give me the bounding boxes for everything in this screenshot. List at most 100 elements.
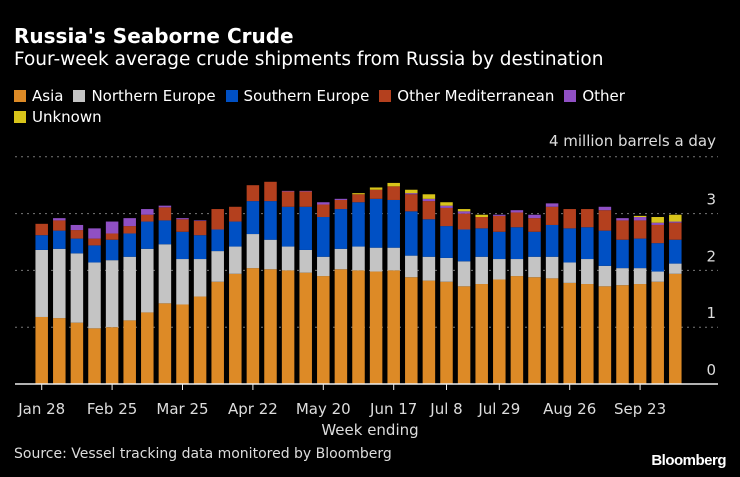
- bar-segment-other-mediterranean: [70, 230, 84, 239]
- bar-segment-other: [669, 221, 682, 223]
- bar-segment-northern-europe: [633, 268, 647, 285]
- unit-label: 4 million barrels a day: [549, 132, 716, 150]
- bar-segment-other-mediterranean: [669, 222, 682, 240]
- bar-segment-asia: [123, 320, 136, 384]
- bar-segment-asia: [669, 273, 682, 384]
- bar-segment-other: [510, 210, 524, 213]
- bar-segment-southern-europe: [264, 201, 277, 240]
- bar-segment-northern-europe: [669, 263, 682, 274]
- bar-segment-northern-europe: [281, 246, 295, 271]
- bar-segment-southern-europe: [545, 224, 559, 257]
- bar-segment-asia: [493, 279, 506, 384]
- legend-swatch: [14, 111, 26, 123]
- bar-segment-asia: [475, 284, 488, 384]
- bar-segment-other-mediterranean: [633, 220, 647, 239]
- bar-segment-southern-europe: [70, 238, 84, 254]
- bar-segment-other: [158, 205, 172, 208]
- bar-segment-southern-europe: [405, 211, 418, 256]
- bar-segment-asia: [598, 286, 612, 384]
- bar-segment-other-mediterranean: [581, 209, 594, 228]
- bar-segment-unknown: [669, 214, 682, 222]
- bar-segment-asia: [35, 316, 48, 384]
- bar-segment-other-mediterranean: [264, 181, 277, 202]
- bar-segment-other-mediterranean: [299, 191, 312, 207]
- x-tick-label: Jul 8: [429, 400, 462, 418]
- bar-segment-northern-europe: [246, 234, 260, 269]
- bar-segment-other-mediterranean: [193, 220, 207, 236]
- bar-segment-southern-europe: [88, 245, 101, 263]
- bar-segment-other-mediterranean: [616, 220, 629, 240]
- bar-segment-southern-europe: [176, 231, 189, 260]
- x-tick-label: Jul 29: [477, 400, 520, 418]
- bar-segment-other: [123, 218, 136, 227]
- y-tick-label: 2: [706, 247, 716, 265]
- bar-segment-other-mediterranean: [563, 209, 576, 229]
- bar-segment-other-mediterranean: [88, 238, 101, 246]
- bar-segment-asia: [581, 284, 594, 384]
- bar-segment-southern-europe: [493, 231, 506, 260]
- bar-segment-other: [141, 209, 154, 215]
- legend-label: Asia: [32, 87, 64, 105]
- bar-segment-northern-europe: [264, 239, 277, 270]
- bar-segment-northern-europe: [211, 251, 224, 282]
- bar-segment-asia: [88, 328, 101, 384]
- bar-segment-other-mediterranean: [281, 191, 295, 207]
- bar-segment-southern-europe: [581, 227, 594, 260]
- bar-segment-southern-europe: [440, 226, 453, 258]
- bar-segment-northern-europe: [510, 259, 524, 277]
- bar-segment-southern-europe: [123, 233, 136, 257]
- bar-segment-other: [334, 198, 348, 200]
- bar-segment-southern-europe: [510, 227, 524, 260]
- bar-segment-northern-europe: [70, 253, 84, 323]
- bar-segment-asia: [229, 273, 242, 384]
- bar-segment-other-mediterranean: [352, 194, 365, 203]
- bar-segment-asia: [405, 277, 418, 384]
- bar-segment-other: [598, 206, 612, 211]
- bar-segment-southern-europe: [528, 231, 541, 257]
- bar-segment-asia: [440, 281, 453, 384]
- bar-segment-asia: [176, 304, 189, 384]
- bar-segment-unknown: [457, 209, 471, 212]
- bar-segment-unknown: [405, 189, 418, 194]
- bar-segment-asia: [457, 286, 471, 384]
- bar-segment-southern-europe: [369, 198, 383, 248]
- bar-segment-unknown: [440, 202, 453, 206]
- bar-segment-asia: [616, 285, 629, 384]
- bar-segment-other-mediterranean: [229, 206, 242, 222]
- bar-segment-northern-europe: [545, 256, 559, 279]
- bar-segment-other: [405, 193, 418, 195]
- bar-segment-asia: [105, 327, 119, 384]
- bar-segment-northern-europe: [528, 256, 541, 278]
- y-tick-label: 0: [706, 361, 716, 379]
- bar-segment-northern-europe: [369, 247, 383, 272]
- bar-segment-northern-europe: [440, 257, 453, 282]
- bar-segment-asia: [264, 269, 277, 384]
- y-tick-label: 1: [706, 304, 716, 322]
- bar-segment-northern-europe: [475, 256, 488, 285]
- legend-label: Northern Europe: [91, 87, 216, 105]
- bar-segment-southern-europe: [211, 229, 224, 252]
- bar-segment-asia: [53, 318, 66, 384]
- bar-segment-northern-europe: [123, 256, 136, 321]
- bar-segment-other: [633, 217, 647, 221]
- bar-segment-asia: [528, 277, 541, 384]
- bar-segment-asia: [510, 276, 524, 384]
- bar-segment-southern-europe: [563, 228, 576, 263]
- bar-segment-asia: [246, 268, 260, 384]
- bar-segment-other: [317, 202, 330, 205]
- bar-segment-asia: [70, 322, 84, 384]
- legend: Asia Northern Europe Southern Europe Other …: [14, 86, 674, 128]
- x-tick-label: Jan 28: [17, 400, 65, 418]
- bar-segment-northern-europe: [105, 260, 119, 328]
- bar-segment-other-mediterranean: [317, 204, 330, 218]
- bar-segment-northern-europe: [141, 248, 154, 313]
- bar-segment-other: [88, 228, 101, 239]
- bar-segment-asia: [317, 276, 330, 384]
- bar-segment-asia: [334, 269, 348, 384]
- bar-segment-southern-europe: [651, 243, 664, 272]
- bar-segment-northern-europe: [422, 256, 436, 281]
- bar-segment-northern-europe: [493, 259, 506, 280]
- bar-segment-other: [457, 211, 471, 214]
- legend-label: Other Mediterranean: [397, 87, 555, 105]
